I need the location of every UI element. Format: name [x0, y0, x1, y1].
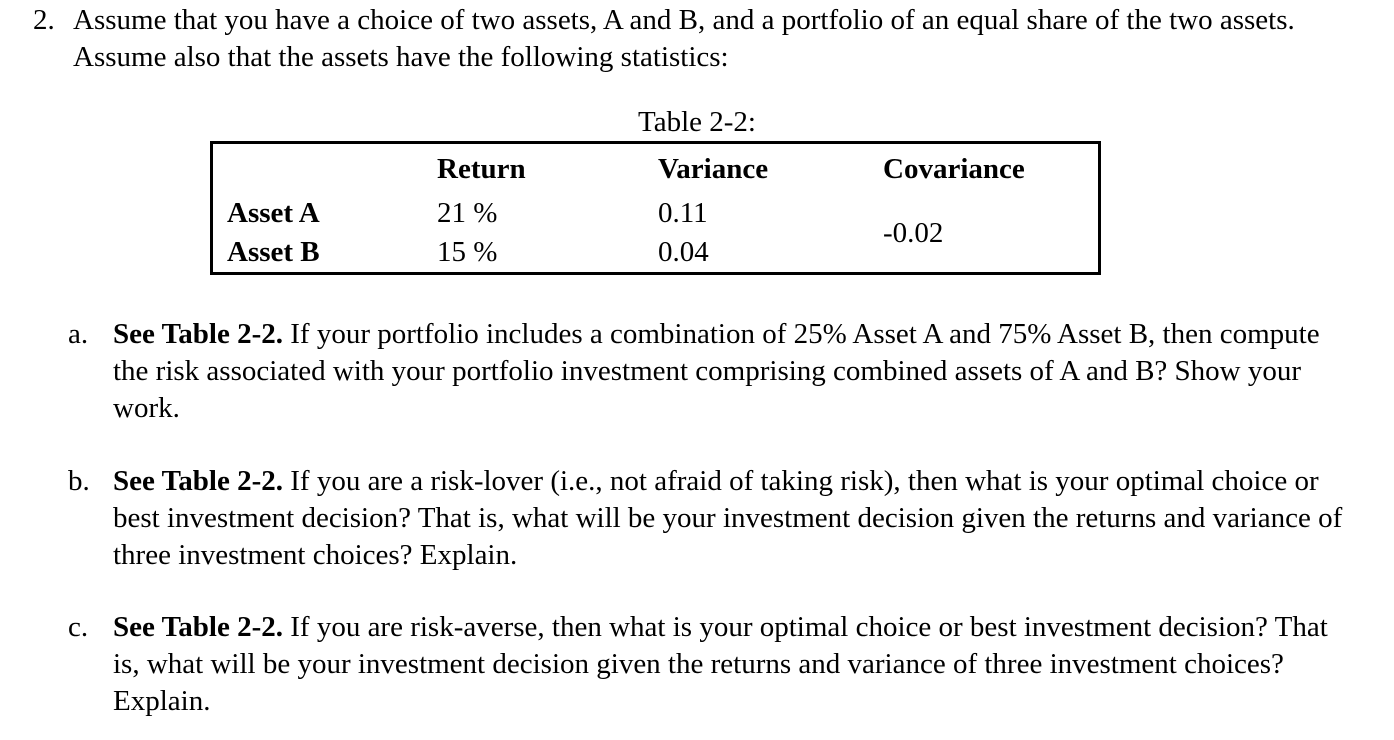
question-part-a: a. See Table 2-2. If your portfolio incl… — [68, 316, 1348, 427]
asset-a-variance: 0.11 — [658, 197, 708, 229]
row-asset-b-label: Asset B — [227, 236, 320, 268]
asset-b-return: 15 % — [437, 236, 498, 268]
part-b-marker: b. — [68, 465, 90, 497]
part-a-marker: a. — [68, 318, 89, 350]
part-a-text: See Table 2-2. If your portfolio include… — [113, 316, 1348, 427]
part-a-lead: See Table 2-2. — [113, 318, 283, 350]
question-number: 2. — [33, 4, 55, 36]
covariance-value: -0.02 — [883, 216, 944, 249]
part-a-body: If your portfolio includes a combination… — [113, 318, 1320, 424]
part-b-text: See Table 2-2. If you are a risk-lover (… — [113, 463, 1348, 574]
part-b-lead: See Table 2-2. — [113, 465, 283, 497]
question-part-c: c. See Table 2-2. If you are risk-averse… — [68, 609, 1348, 720]
column-header-variance: Variance — [658, 152, 769, 185]
asset-a-return: 21 % — [437, 197, 498, 229]
column-header-return: Return — [437, 152, 526, 185]
question-part-b: b. See Table 2-2. If you are a risk-love… — [68, 463, 1348, 574]
part-c-marker: c. — [68, 611, 89, 643]
question-2: 2. Assume that you have a choice of two … — [33, 2, 1363, 76]
row-asset-a-label: Asset A — [227, 197, 320, 229]
asset-b-variance: 0.04 — [658, 236, 709, 268]
part-c-lead: See Table 2-2. — [113, 611, 283, 643]
column-header-covariance: Covariance — [883, 152, 1025, 185]
part-c-body: If you are risk-averse, then what is you… — [113, 611, 1328, 717]
part-b-body: If you are a risk-lover (i.e., not afrai… — [113, 465, 1343, 571]
table-corner-cell — [213, 144, 437, 194]
table-title: Table 2-2: — [638, 106, 756, 138]
part-c-text: See Table 2-2. If you are risk-averse, t… — [113, 609, 1348, 720]
statistics-table: Return Variance Covariance Asset A 21 % … — [210, 141, 1101, 275]
question-intro-text: Assume that you have a choice of two ass… — [73, 4, 1295, 73]
